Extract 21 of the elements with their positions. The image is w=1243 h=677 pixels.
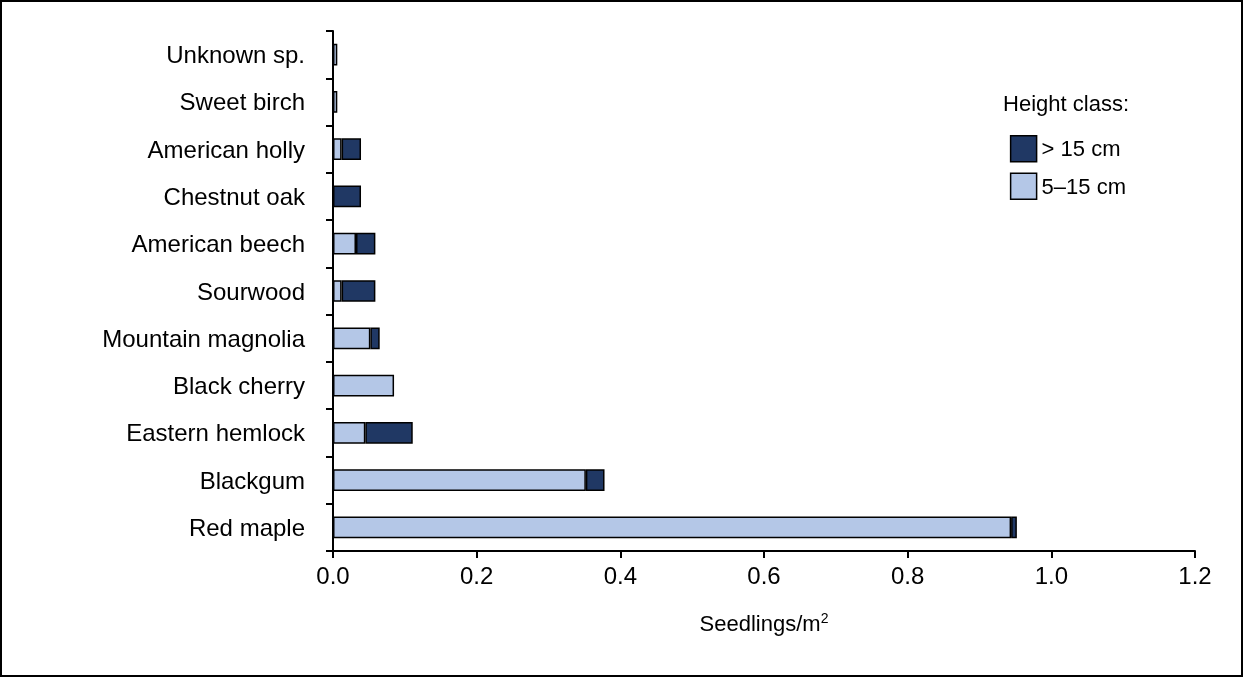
x-tick-label: 0.6 — [747, 561, 781, 589]
y-tick-label: Chestnut oak — [163, 182, 306, 210]
x-tick-label: 0.0 — [316, 561, 350, 589]
x-tick-label: 1.0 — [1034, 561, 1069, 589]
y-tick-label: Mountain magnolia — [102, 324, 306, 352]
y-tick-label: American holly — [147, 135, 305, 163]
legend-label: 5–15 cm — [1041, 173, 1127, 199]
x-tick-label: 1.2 — [1178, 561, 1212, 589]
y-tick-label: American beech — [131, 230, 305, 258]
legend-title: Height class: — [1003, 90, 1130, 116]
y-tick-label: Black cherry — [172, 372, 305, 400]
legend-label: > 15 cm — [1041, 136, 1121, 162]
y-tick-label: Sweet birch — [179, 88, 305, 116]
y-tick-label: Blackgum — [199, 466, 305, 494]
x-tick-label: 0.4 — [603, 561, 638, 589]
x-tick-label: 0.8 — [890, 561, 925, 589]
y-tick-label: Sourwood — [196, 277, 305, 305]
y-tick-label: Eastern hemlock — [126, 419, 306, 447]
y-tick-label: Red maple — [188, 513, 305, 541]
y-tick-label: Unknown sp. — [166, 41, 305, 69]
x-tick-label: 0.2 — [459, 561, 494, 589]
